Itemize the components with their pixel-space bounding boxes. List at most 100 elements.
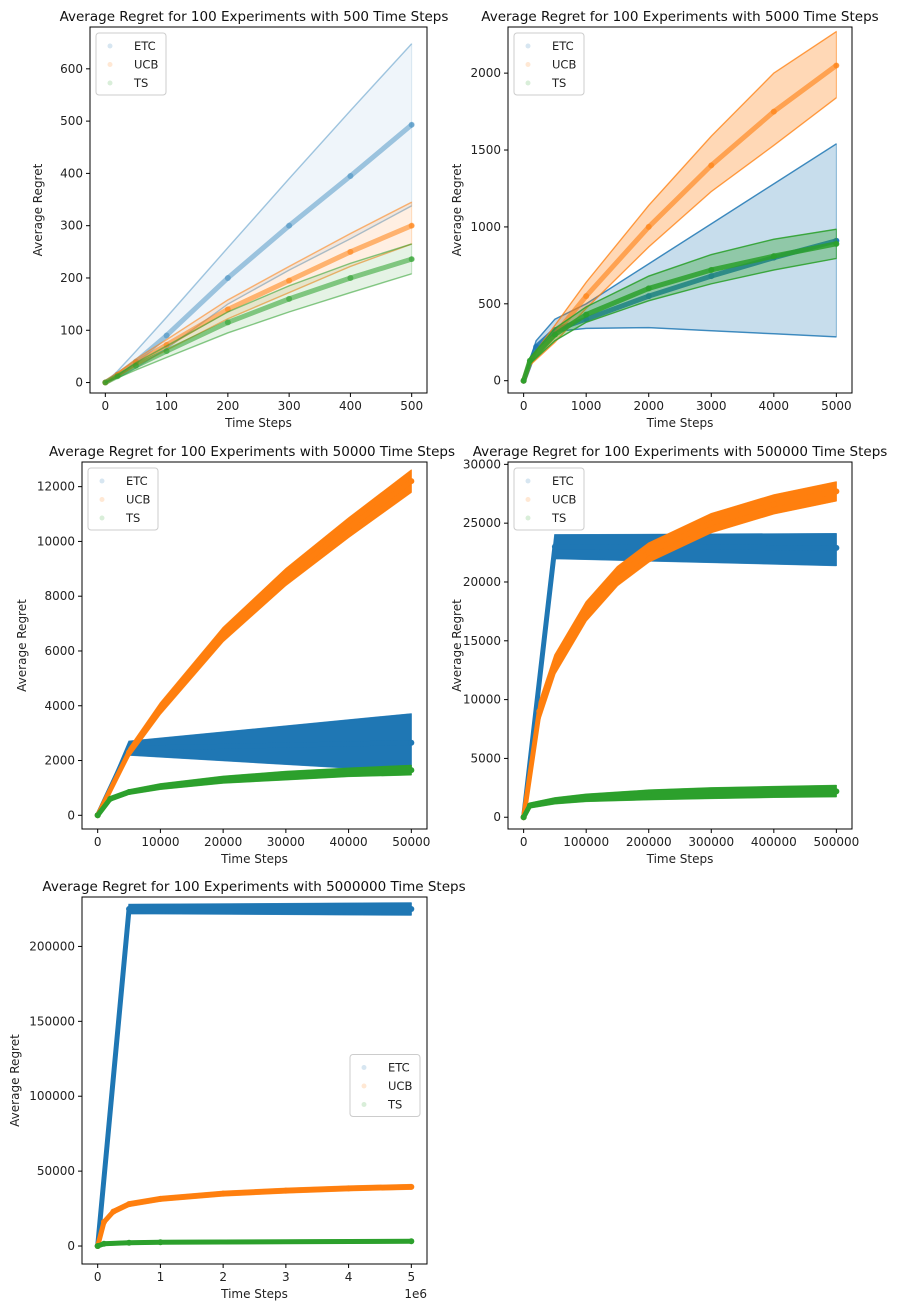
data-point-ts <box>286 295 293 302</box>
data-point-etc <box>408 739 415 746</box>
data-point-ts <box>114 373 121 380</box>
data-point-ucb <box>770 108 777 115</box>
data-point-ts <box>526 802 533 809</box>
chart-panel-2: 0 1000 2000 3000 4000 5000 0 500 1000 1500 2000 Ave… <box>450 9 879 430</box>
y-tick-label: 0 <box>67 1239 75 1253</box>
data-point-etc <box>708 273 715 280</box>
data-point-ucb <box>408 1183 415 1190</box>
data-point-ts <box>224 319 231 326</box>
x-tick-label: 30000 <box>267 835 305 849</box>
data-point-etc <box>833 544 840 551</box>
legend-marker-etc <box>361 1065 367 1070</box>
x-tick-label: 3 <box>282 1270 290 1284</box>
data-point-ucb <box>645 549 652 556</box>
data-point-etc <box>645 293 652 300</box>
data-point-ts <box>102 379 109 386</box>
data-point-ucb <box>100 1219 107 1226</box>
legend-label-ucb: UCB <box>552 58 576 72</box>
legend-label-ucb: UCB <box>126 493 150 507</box>
plot-series <box>94 902 415 1250</box>
y-tick-label: 0 <box>67 808 75 822</box>
chart-panel-4: 0 100000 200000 300000 400000 500000 0 5000 1000… <box>450 444 887 866</box>
x-tick-label: 2000 <box>633 399 664 413</box>
data-point-ucb <box>833 488 840 495</box>
data-point-etc <box>551 543 558 550</box>
data-point-ucb <box>157 705 164 712</box>
legend-label-ts: TS <box>551 76 566 90</box>
axes-frame <box>81 896 428 1265</box>
legend-label-ts: TS <box>551 511 566 525</box>
data-point-ucb <box>708 162 715 169</box>
data-point-ucb <box>770 501 777 508</box>
y-axis-label: Average Regret <box>450 163 464 256</box>
y-tick-label: 100 <box>60 323 83 337</box>
x-tick-label: 0 <box>520 399 528 413</box>
data-point-ts <box>833 240 840 247</box>
x-tick-label: 1 <box>157 1270 165 1284</box>
data-point-ucb <box>833 62 840 69</box>
y-tick-label: 6000 <box>44 644 75 658</box>
y-tick-label: 0 <box>75 376 83 390</box>
legend-label-etc: ETC <box>134 39 156 53</box>
legend-label-etc: ETC <box>552 39 574 53</box>
y-tick-label: 50000 <box>37 1164 75 1178</box>
data-point-ts <box>520 814 527 821</box>
legend-marker-ts <box>525 515 531 521</box>
axes-frame <box>507 461 853 830</box>
legend-label-ts: TS <box>133 76 148 90</box>
upper-bound-etc <box>522 143 837 381</box>
legend-marker-ucb <box>361 1083 367 1089</box>
upper-bound-ucb <box>522 481 837 818</box>
legend-label-ts: TS <box>125 511 140 525</box>
data-point-etc <box>408 905 415 912</box>
x-tick-label: 100000 <box>563 835 609 849</box>
data-point-ts <box>708 790 715 797</box>
data-point-ucb <box>163 341 170 348</box>
x-tick-label: 400 <box>339 399 362 413</box>
legend-marker-ts <box>525 80 531 86</box>
plot-series <box>94 469 415 819</box>
chart-title: Average Regret for 100 Experiments with … <box>42 879 465 895</box>
x-tick-label: 300 <box>278 399 301 413</box>
x-axis-label: Time Steps <box>220 852 288 866</box>
data-point-ucb <box>408 222 415 229</box>
legend-marker-ucb <box>99 497 105 502</box>
data-point-ucb <box>551 661 558 668</box>
data-point-ts <box>282 772 289 779</box>
y-tick-label: 1000 <box>470 220 501 234</box>
x-tick-label: 4 <box>345 1270 353 1284</box>
y-tick-label: 200 <box>60 271 83 285</box>
y-tick-label: 20000 <box>463 575 501 589</box>
data-point-etc <box>163 332 170 339</box>
y-axis-label: Average Regret <box>450 599 464 692</box>
legend-label-etc: ETC <box>126 474 148 488</box>
axes-frame <box>507 26 853 394</box>
legend-marker-ts <box>99 515 105 521</box>
legend-label-etc: ETC <box>388 1061 410 1075</box>
data-point-ts <box>157 783 164 790</box>
x-tick-label: 3000 <box>696 399 727 413</box>
legend-marker-etc <box>525 43 531 49</box>
data-point-ucb <box>282 1187 289 1194</box>
legend-marker-ucb <box>525 497 531 502</box>
data-point-ucb <box>110 1208 117 1215</box>
y-axis-label: Average Regret <box>31 163 45 256</box>
chart-title: Average Regret for 100 Experiments with … <box>481 9 878 25</box>
x-tick-label: 300000 <box>688 835 734 849</box>
x-tick-label: 200000 <box>626 835 672 849</box>
data-point-ts <box>645 285 652 292</box>
data-point-ucb <box>583 293 590 300</box>
data-point-etc <box>224 274 231 281</box>
series-line-ts <box>521 788 839 820</box>
chart-title: Average Regret for 100 Experiments with … <box>49 444 455 460</box>
legend: ETC UCB TS <box>513 32 585 96</box>
data-point-etc <box>286 222 293 229</box>
legend: ETC UCB TS <box>513 467 585 531</box>
y-tick-label: 300 <box>60 219 83 233</box>
axes-frame <box>89 26 428 394</box>
legend: ETC UCB TS <box>87 467 159 531</box>
data-point-ts <box>833 788 840 795</box>
data-point-ucb <box>536 708 543 715</box>
y-axis-label: Average Regret <box>15 599 29 692</box>
y-tick-label: 500 <box>478 297 501 311</box>
